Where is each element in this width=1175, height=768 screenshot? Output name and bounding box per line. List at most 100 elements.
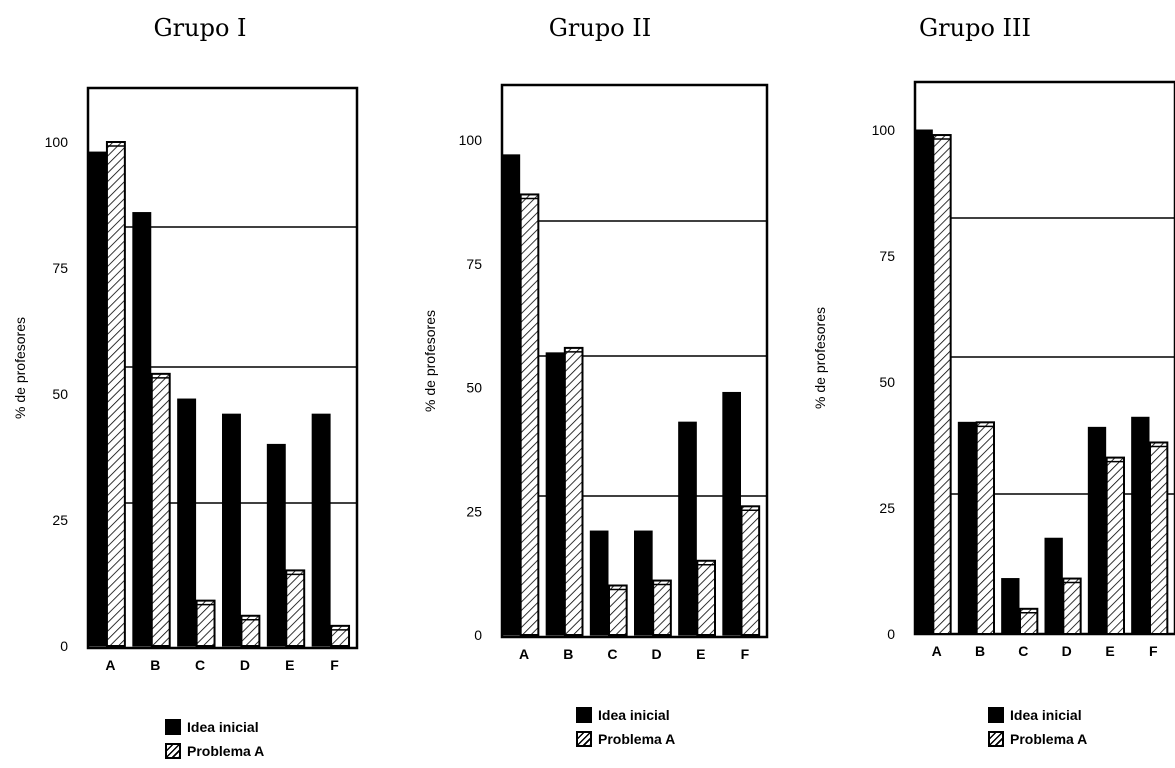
legend-label: Problema A — [1010, 731, 1088, 747]
legend-item-idea-inicial: Idea inicial — [165, 715, 264, 739]
x-tick-label: C — [607, 646, 617, 662]
legend-item-idea-inicial: Idea inicial — [988, 703, 1087, 727]
bar-problema-a-C — [195, 599, 216, 648]
legend-label: Idea inicial — [187, 719, 259, 735]
y-tick-label: 25 — [52, 512, 68, 528]
legend-swatch-solid — [165, 719, 181, 735]
bar-chart-grupo-3: 0 25 50 75 100 % de profesores A B C D E F — [812, 80, 1175, 659]
y-tick-label: 50 — [879, 374, 895, 390]
legend-swatch-hatched — [165, 743, 181, 759]
legend-swatch-hatched — [576, 731, 592, 747]
chart-title: Grupo II — [548, 14, 652, 42]
bar-chart-grupo-2: 0 25 50 75 100 % de profesores A B C D E F — [422, 83, 769, 662]
legend-label: Idea inicial — [598, 707, 670, 723]
x-tick-label: F — [330, 657, 339, 673]
bar-idea-inicial-D — [1044, 537, 1063, 635]
legend-swatch-solid — [576, 707, 592, 723]
bar-idea-inicial-E — [1087, 426, 1107, 635]
legend-label: Problema A — [187, 743, 265, 759]
bar-problema-a-F — [740, 505, 761, 636]
legend-item-problema-a: Problema A — [165, 739, 264, 763]
y-tick-label: 75 — [52, 260, 68, 276]
y-tick-label: 75 — [466, 256, 482, 272]
chart-legend: Idea inicial Problema A — [988, 703, 1087, 751]
bar-idea-inicial-C — [177, 398, 197, 647]
legend-swatch-hatched — [988, 731, 1004, 747]
bar-problema-a-F — [330, 624, 351, 648]
x-tick-label: D — [1062, 643, 1072, 659]
x-tick-label: E — [285, 657, 294, 673]
x-tick-label: B — [150, 657, 160, 673]
legend-label: Problema A — [598, 731, 676, 747]
bar-problema-a-F — [1149, 441, 1169, 636]
bar-problema-a-E — [696, 559, 717, 636]
bar-problema-a-D — [652, 579, 672, 636]
chart-legend: Idea inicial Problema A — [576, 703, 675, 751]
bar-problema-a-A — [519, 193, 540, 636]
legend-item-problema-a: Problema A — [988, 727, 1087, 751]
bar-problema-a-E — [285, 569, 306, 648]
y-tick-label: 25 — [466, 503, 482, 519]
x-tick-label: B — [975, 643, 985, 659]
bar-problema-a-D — [240, 614, 261, 648]
bar-problema-a-D — [1062, 577, 1082, 635]
y-tick-label: 100 — [459, 132, 483, 148]
legend-item-problema-a: Problema A — [576, 727, 675, 751]
y-tick-label: 50 — [52, 386, 68, 402]
y-axis-label: % de profesores — [12, 317, 28, 419]
x-tick-label: E — [696, 646, 705, 662]
x-tick-label: E — [1105, 643, 1114, 659]
chart-panel-grupo-1: Grupo I 0 25 50 75 100% de profesores A B C D E F … — [0, 0, 400, 768]
y-tick-label: 0 — [887, 626, 895, 642]
bar-idea-inicial-F — [1131, 416, 1150, 635]
x-tick-label: A — [105, 657, 115, 673]
bar-problema-a-B — [975, 421, 996, 635]
bar-problema-a-A — [932, 134, 952, 635]
x-tick-label: C — [195, 657, 205, 673]
y-tick-label: 75 — [879, 248, 895, 264]
chart-title: Grupo III — [919, 14, 1031, 42]
x-tick-label: C — [1018, 643, 1028, 659]
bar-idea-inicial-F — [311, 413, 331, 647]
bar-problema-a-C — [608, 584, 628, 636]
bar-idea-inicial-A — [501, 154, 521, 636]
y-axis-label: % de profesores — [422, 310, 438, 412]
bar-chart-grupo-1: 0 25 50 75 100 % de profesores A B C D E F — [12, 86, 359, 673]
x-tick-label: F — [741, 646, 750, 662]
y-tick-label: 100 — [45, 134, 69, 150]
bar-idea-inicial-A — [87, 151, 107, 647]
x-tick-label: D — [652, 646, 662, 662]
y-tick-label: 100 — [872, 122, 896, 138]
x-tick-label: F — [1149, 643, 1158, 659]
legend-item-idea-inicial: Idea inicial — [576, 703, 675, 727]
bar-idea-inicial-F — [722, 391, 742, 636]
bar-problema-a-E — [1105, 456, 1125, 635]
bar-problema-a-B — [563, 346, 584, 636]
x-tick-label: B — [563, 646, 573, 662]
bar-idea-inicial-B — [957, 421, 977, 635]
y-tick-label: 25 — [879, 500, 895, 516]
legend-swatch-solid — [988, 707, 1004, 723]
bar-problema-a-C — [1019, 607, 1039, 635]
legend-label: Idea inicial — [1010, 707, 1082, 723]
bar-idea-inicial-C — [1001, 578, 1020, 635]
chart-panel-grupo-2: Grupo II 0 25 50 75 100 % de profesores A B C D E F… — [410, 0, 790, 768]
bar-idea-inicial-E — [266, 443, 286, 647]
bar-idea-inicial-D — [634, 530, 653, 636]
bar-idea-inicial-B — [132, 212, 152, 647]
chart-legend: Idea inicial Problema A — [165, 715, 264, 763]
y-tick-label: 0 — [60, 638, 68, 654]
chart-title: Grupo I — [153, 14, 247, 42]
x-tick-label: A — [932, 643, 942, 659]
y-tick-label: 0 — [474, 627, 482, 643]
bar-idea-inicial-A — [914, 129, 933, 635]
chart-panel-grupo-3: Grupo III 0 25 50 75 100 % de profesores A B C D E… — [800, 0, 1175, 768]
bar-problema-a-A — [105, 141, 126, 647]
x-tick-label: D — [240, 657, 250, 673]
x-tick-label: A — [519, 646, 529, 662]
bar-idea-inicial-E — [678, 421, 697, 636]
bar-problema-a-B — [150, 372, 171, 647]
bar-idea-inicial-C — [589, 530, 609, 636]
bar-idea-inicial-B — [545, 352, 565, 636]
y-axis-label: % de profesores — [812, 307, 828, 409]
